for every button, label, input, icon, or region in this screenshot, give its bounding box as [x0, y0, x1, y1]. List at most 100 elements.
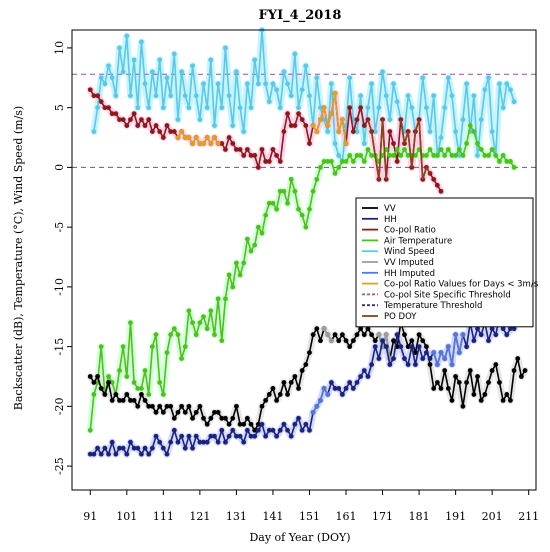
- point-vv-97: [442, 368, 448, 373]
- point-airtemp-68: [336, 165, 342, 170]
- point-hh-86: [402, 356, 407, 361]
- point-hh-21: [164, 451, 170, 457]
- point-hh_imputed-10: [449, 362, 455, 367]
- point-airtemp-6: [109, 380, 115, 385]
- point-wind-87: [409, 105, 415, 111]
- point-airtemp-63: [318, 165, 323, 170]
- point-copol-40: [234, 147, 239, 152]
- point-wind-93: [431, 93, 437, 99]
- point-copol-94: [431, 176, 437, 182]
- point-hh-15: [142, 445, 148, 451]
- point-airtemp-55: [288, 176, 294, 182]
- point-airtemp-110: [489, 147, 495, 152]
- point-airtemp-39: [230, 284, 236, 290]
- point-hh-91: [420, 356, 426, 361]
- point-vv-93: [427, 362, 433, 367]
- point-vv_imputed-2: [329, 338, 334, 344]
- point-copol_low-4: [190, 141, 195, 146]
- point-hh-20: [160, 445, 166, 451]
- point-wind-18: [157, 57, 163, 63]
- x-tick-label-11: 201: [482, 510, 503, 523]
- point-airtemp-41: [237, 272, 243, 278]
- point-wind-32: [208, 57, 214, 63]
- point-vv-96: [438, 386, 444, 391]
- point-wind-112: [500, 105, 506, 111]
- y-tick-label-2: -15: [53, 338, 66, 356]
- point-copol-20: [160, 135, 166, 140]
- point-vv-13: [135, 403, 141, 409]
- point-vv-60: [307, 350, 312, 355]
- point-vv-44: [248, 421, 254, 427]
- point-airtemp-101: [456, 147, 462, 152]
- y-tick-label-3: -10: [53, 278, 66, 296]
- point-wind-49: [270, 81, 276, 87]
- point-airtemp-36: [219, 338, 225, 344]
- point-vv-95: [434, 380, 440, 385]
- point-vv-106: [475, 374, 480, 379]
- point-hh_imputed-13: [460, 332, 466, 338]
- point-hh-81: [383, 344, 389, 350]
- point-wind-66: [332, 141, 338, 146]
- point-wind-63: [321, 117, 327, 123]
- y-tick-label-5: 0: [53, 164, 66, 171]
- point-hh-41: [237, 433, 243, 439]
- point-wind-97: [445, 75, 451, 81]
- point-vv_imputed-3: [376, 332, 382, 338]
- point-hh_imputed-7: [438, 350, 444, 355]
- point-wind-58: [303, 63, 309, 69]
- point-vv-57: [296, 386, 301, 391]
- point-wind-54: [288, 93, 294, 99]
- legend-label-6: HH Imputed: [384, 269, 435, 279]
- point-vv-52: [277, 392, 283, 397]
- point-vv-17: [149, 403, 155, 409]
- point-hh-36: [219, 427, 225, 433]
- point-copol-48: [263, 159, 269, 164]
- point-hh-79: [376, 356, 382, 361]
- point-copol-84: [394, 159, 400, 164]
- point-wind-106: [478, 117, 484, 123]
- point-airtemp-73: [354, 153, 360, 158]
- point-hh-52: [277, 427, 283, 433]
- point-airtemp-96: [438, 147, 444, 152]
- point-wind-74: [361, 141, 367, 146]
- point-airtemp-109: [486, 153, 491, 158]
- point-wind-83: [394, 99, 400, 105]
- point-airtemp-9: [120, 344, 126, 350]
- point-airtemp-65: [325, 159, 331, 164]
- point-copol_low-13: [314, 129, 320, 134]
- point-airtemp-113: [500, 153, 506, 158]
- point-copol-2: [95, 93, 100, 99]
- point-airtemp-19: [157, 380, 163, 385]
- point-airtemp-94: [431, 153, 437, 158]
- point-vv-50: [270, 386, 276, 391]
- point-hh-19: [157, 439, 163, 445]
- point-hh-92: [423, 350, 429, 355]
- point-wind-29: [197, 117, 203, 123]
- point-vv-16: [146, 403, 152, 409]
- point-wind-109: [489, 129, 495, 134]
- point-hh-37: [223, 439, 228, 445]
- series-layer: [87, 27, 528, 457]
- point-airtemp-85: [398, 153, 404, 158]
- point-wind-90: [420, 75, 426, 81]
- point-copol-44: [248, 153, 254, 158]
- point-vv-18: [153, 409, 159, 415]
- point-vv-35: [215, 409, 221, 415]
- point-copol-73: [354, 117, 360, 123]
- point-wind-99: [453, 129, 459, 134]
- point-vv-109: [486, 380, 491, 385]
- point-airtemp-103: [464, 141, 469, 146]
- point-wind-27: [190, 63, 195, 69]
- point-hh-38: [226, 433, 232, 439]
- point-copol-36: [219, 141, 225, 146]
- point-vv-59: [303, 362, 309, 367]
- point-wind-13: [139, 39, 144, 45]
- point-airtemp-84: [394, 147, 400, 152]
- point-hh-116: [511, 326, 517, 332]
- point-wind-51: [277, 105, 283, 111]
- point-airtemp-59: [303, 224, 309, 230]
- point-copol_low-1: [179, 129, 185, 134]
- point-wind-78: [376, 105, 382, 111]
- point-airtemp-17: [149, 344, 155, 350]
- point-hh-46: [255, 427, 261, 433]
